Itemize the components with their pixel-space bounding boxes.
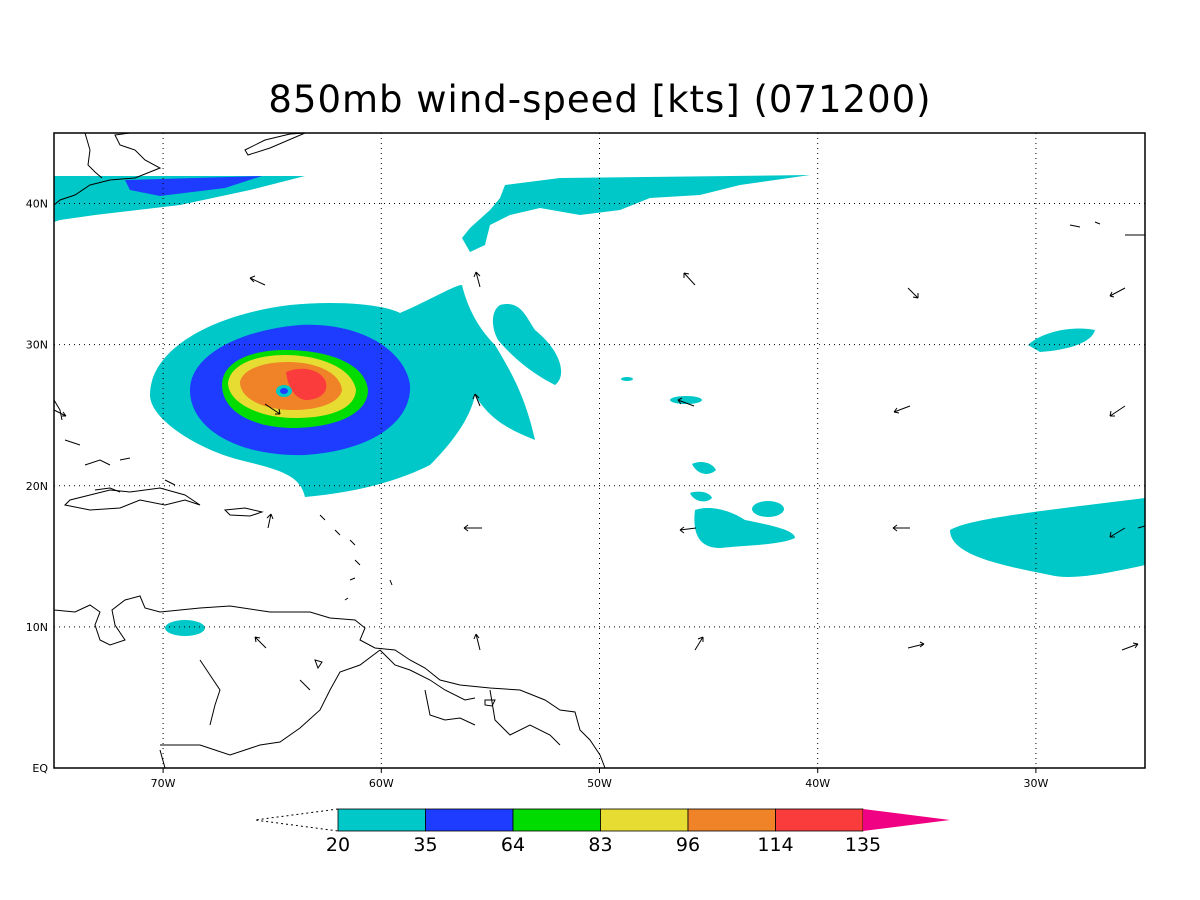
north-streak	[462, 175, 810, 252]
wind-arrow	[892, 524, 910, 532]
lat-tick-label: EQ	[32, 762, 48, 775]
patch-3	[692, 462, 716, 474]
wind-arrow	[694, 636, 704, 651]
wind-arrow	[683, 272, 696, 286]
colorbar-level-label: 64	[501, 834, 525, 856]
wind-arrows	[53, 271, 1146, 651]
wind-arrow	[1109, 405, 1126, 417]
patch-5	[694, 508, 795, 548]
colorbar-level-label: 96	[676, 834, 700, 856]
lon-tick-label: 60W	[369, 777, 394, 790]
patch-6	[752, 501, 784, 517]
lat-tick-label: 40N	[26, 198, 48, 211]
colorbar-segment	[775, 808, 864, 832]
wind-arrow	[463, 524, 482, 532]
latitude-labels: EQ 10N 20N 30N 40N	[26, 198, 49, 775]
wind-arrow	[1109, 287, 1126, 298]
colorbar-segment	[512, 808, 601, 832]
colorbar-segment	[600, 808, 689, 832]
lat-tick-label: 10N	[26, 621, 48, 634]
wind-arrow	[677, 397, 695, 407]
wind-arrow	[679, 526, 697, 534]
colorbar-high-triangle	[863, 809, 950, 831]
wind-arrow	[53, 409, 67, 417]
wind-arrow	[264, 403, 281, 415]
longitude-labels: 70W 60W 50W 40W 30W	[151, 768, 1048, 790]
patch-7	[1028, 328, 1095, 352]
lat-tick-label: 30N	[26, 339, 48, 352]
lon-tick-label: 40W	[805, 777, 830, 790]
chart-title: 850mb wind-speed [kts] (071200)	[268, 78, 932, 121]
wind-arrow	[907, 641, 925, 649]
colorbar-level-label: 83	[588, 834, 612, 856]
lon-tick-label: 30W	[1023, 777, 1048, 790]
lon-tick-label: 50W	[587, 777, 612, 790]
graticule	[54, 133, 1145, 768]
colorbar-segment	[337, 808, 426, 832]
patch-8	[165, 620, 205, 636]
jet-band-blue	[125, 176, 262, 196]
wind-speed-fills	[54, 175, 1145, 636]
wind-arrow	[1137, 525, 1146, 529]
wind-arrow	[1109, 527, 1126, 538]
patch-4	[690, 491, 712, 502]
colorbar-level-label: 135	[845, 834, 881, 856]
lon-tick-label: 70W	[151, 777, 176, 790]
colorbar-level-label: 114	[757, 834, 793, 856]
wind-arrow	[893, 405, 911, 414]
wind-arrow	[249, 275, 266, 286]
wind-arrow	[1121, 642, 1139, 651]
colorbar-level-label: 20	[326, 834, 350, 856]
wind-arrow	[254, 636, 267, 649]
wind-arrow	[472, 393, 481, 407]
wind-arrow	[266, 513, 274, 529]
colorbar-segment	[425, 808, 514, 832]
jet-band-cyan	[54, 176, 305, 222]
side-patch	[492, 304, 562, 385]
wind-arrow	[473, 271, 481, 288]
wind-arrow	[907, 287, 919, 299]
colorbar-segment	[687, 808, 776, 832]
patch-1	[670, 396, 702, 404]
storm-eye	[280, 388, 288, 394]
colorbar-low-triangle	[254, 808, 339, 832]
wind-arrow	[473, 633, 481, 651]
colorbar-level-label: 35	[413, 834, 437, 856]
coastlines	[54, 133, 1145, 768]
colorbar: 20 35 64 83 96 114 135	[254, 808, 950, 856]
patch-2	[621, 377, 633, 381]
patch-east	[950, 498, 1145, 577]
storm-red	[286, 368, 327, 400]
lat-tick-label: 20N	[26, 480, 48, 493]
